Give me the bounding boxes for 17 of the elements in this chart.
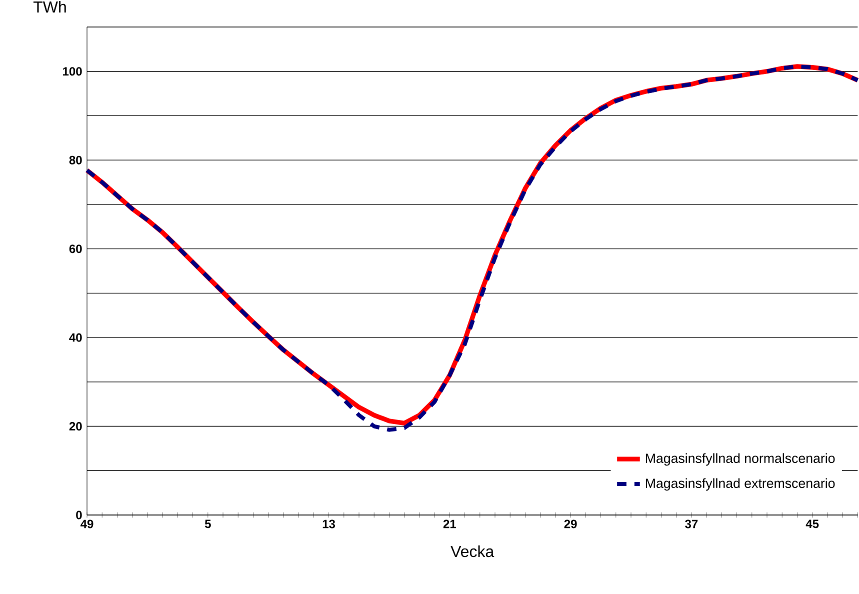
x-tick-label: 37	[685, 520, 698, 528]
x-tick-label: 5	[204, 520, 211, 528]
y-tick-label: 100	[63, 67, 82, 76]
y-tick-label: 20	[69, 422, 82, 431]
x-tick-label: 49	[80, 520, 94, 528]
y-axis-title: TWh	[33, 0, 66, 13]
x-tick-label: 45	[806, 520, 819, 528]
y-tick-label: 60	[69, 244, 82, 254]
x-axis-title: Vecka	[450, 545, 494, 558]
legend-label: Magasinsfyllnad extremscenario	[646, 478, 835, 491]
x-tick-label: 21	[443, 520, 456, 528]
x-tick-label: 29	[564, 520, 577, 528]
y-tick-label: 0	[76, 510, 82, 520]
y-tick-label: 40	[69, 333, 82, 342]
y-tick-label: 80	[69, 156, 82, 164]
x-tick-label: 13	[322, 520, 336, 528]
legend-label: Magasinsfyllnad normalscenario	[646, 453, 835, 466]
